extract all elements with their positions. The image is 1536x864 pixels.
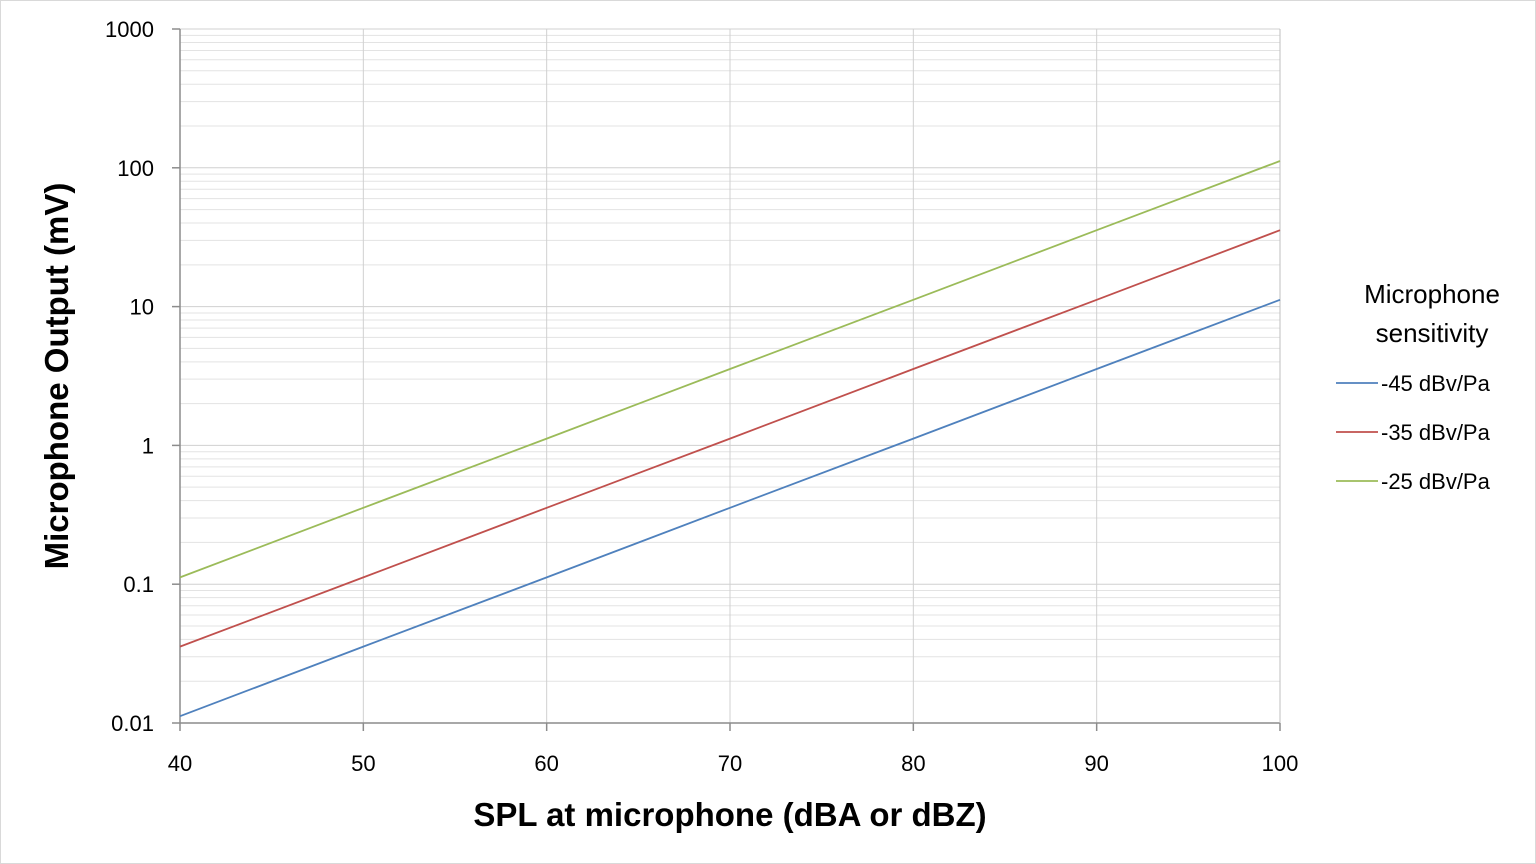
x-axis-title: SPL at microphone (dBA or dBZ) [473,796,986,833]
legend: Microphone sensitivity -45 dBv/Pa -35 dBv… [1336,279,1500,494]
tick-labels: 0.01 0.1 1 10 100 1000 40 50 60 70 80 90 100 [105,17,1298,776]
y-tick-label: 10 [130,295,154,320]
x-tick-label: 80 [901,751,925,776]
legend-label: -35 dBv/Pa [1381,420,1491,445]
series-lines [179,160,1281,718]
series-line [179,298,1281,718]
legend-label: -25 dBv/Pa [1381,469,1491,494]
x-tick-label: 50 [351,751,375,776]
x-tick-label: 90 [1084,751,1108,776]
series-line [179,229,1281,648]
legend-title-line-1: Microphone [1364,279,1500,309]
x-tick-label: 70 [718,751,742,776]
legend-title-line-2: sensitivity [1376,318,1489,348]
axes [172,28,1281,731]
y-tick-label: 1 [142,433,154,458]
x-tick-label: 60 [534,751,558,776]
y-tick-label: 1000 [105,17,154,42]
gridlines [179,28,1281,724]
y-axis-title: Microphone Output (mV) [38,183,75,570]
y-tick-label: 0.1 [123,572,154,597]
series-line [179,160,1281,579]
y-tick-label: 100 [117,156,154,181]
y-tick-label: 0.01 [111,711,154,736]
x-tick-label: 40 [168,751,192,776]
x-tick-label: 100 [1262,751,1299,776]
legend-label: -45 dBv/Pa [1381,371,1491,396]
